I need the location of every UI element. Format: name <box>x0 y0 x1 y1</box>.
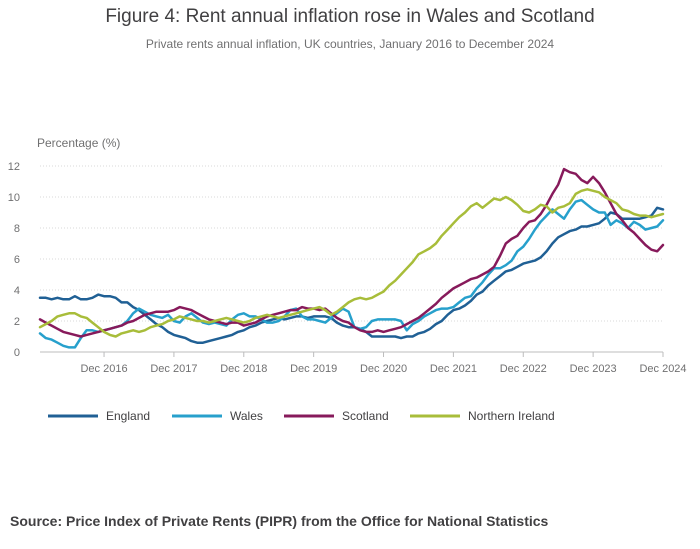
y-tick-label-6: 6 <box>14 254 20 266</box>
source-note: Source: Price Index of Private Rents (PI… <box>10 513 549 529</box>
x-tick-label: Dec 2021 <box>430 363 477 375</box>
series-line-wales <box>38 198 665 349</box>
x-tick-label: Dec 2022 <box>500 363 547 375</box>
y-tick-label-10: 10 <box>8 192 20 204</box>
chart-subtitle: Private rents annual inflation, UK count… <box>145 37 555 51</box>
series-line-scotland <box>38 167 665 338</box>
series-lines <box>38 167 665 349</box>
y-tick-label-4: 4 <box>14 285 20 297</box>
x-tick-label: Dec 2018 <box>220 363 267 375</box>
x-tick-label: Dec 2017 <box>150 363 197 375</box>
legend-label-england: England <box>106 409 150 423</box>
y-axis-ticks: 0 2 4 6 8 10 12 <box>8 161 20 359</box>
y-axis-label: Percentage (%) <box>37 136 121 150</box>
x-tick-label: Dec 2023 <box>570 363 617 375</box>
legend-label-scotland: Scotland <box>342 409 389 423</box>
x-tick-label: Dec 2020 <box>360 363 407 375</box>
x-axis: Dec 2016 Dec 2017 Dec 2018 Dec 2019 Dec 2020… <box>40 351 687 375</box>
x-tick-label: Dec 2016 <box>80 363 127 375</box>
y-tick-label-8: 8 <box>14 223 20 235</box>
x-tick-label: Dec 2024 <box>639 363 686 375</box>
legend-label-wales: Wales <box>230 409 263 423</box>
series-line-northern-ireland <box>38 188 665 338</box>
chart-title: Figure 4: Rent annual inflation rose in … <box>105 6 595 27</box>
y-tick-label-2: 2 <box>14 316 20 328</box>
legend: England Wales Scotland Northern Ireland <box>48 409 555 423</box>
x-tick-label: Dec 2019 <box>290 363 337 375</box>
y-tick-label-0: 0 <box>14 347 20 359</box>
y-tick-label-12: 12 <box>8 161 20 173</box>
gridlines <box>40 165 663 322</box>
legend-label-northern-ireland: Northern Ireland <box>468 409 555 423</box>
